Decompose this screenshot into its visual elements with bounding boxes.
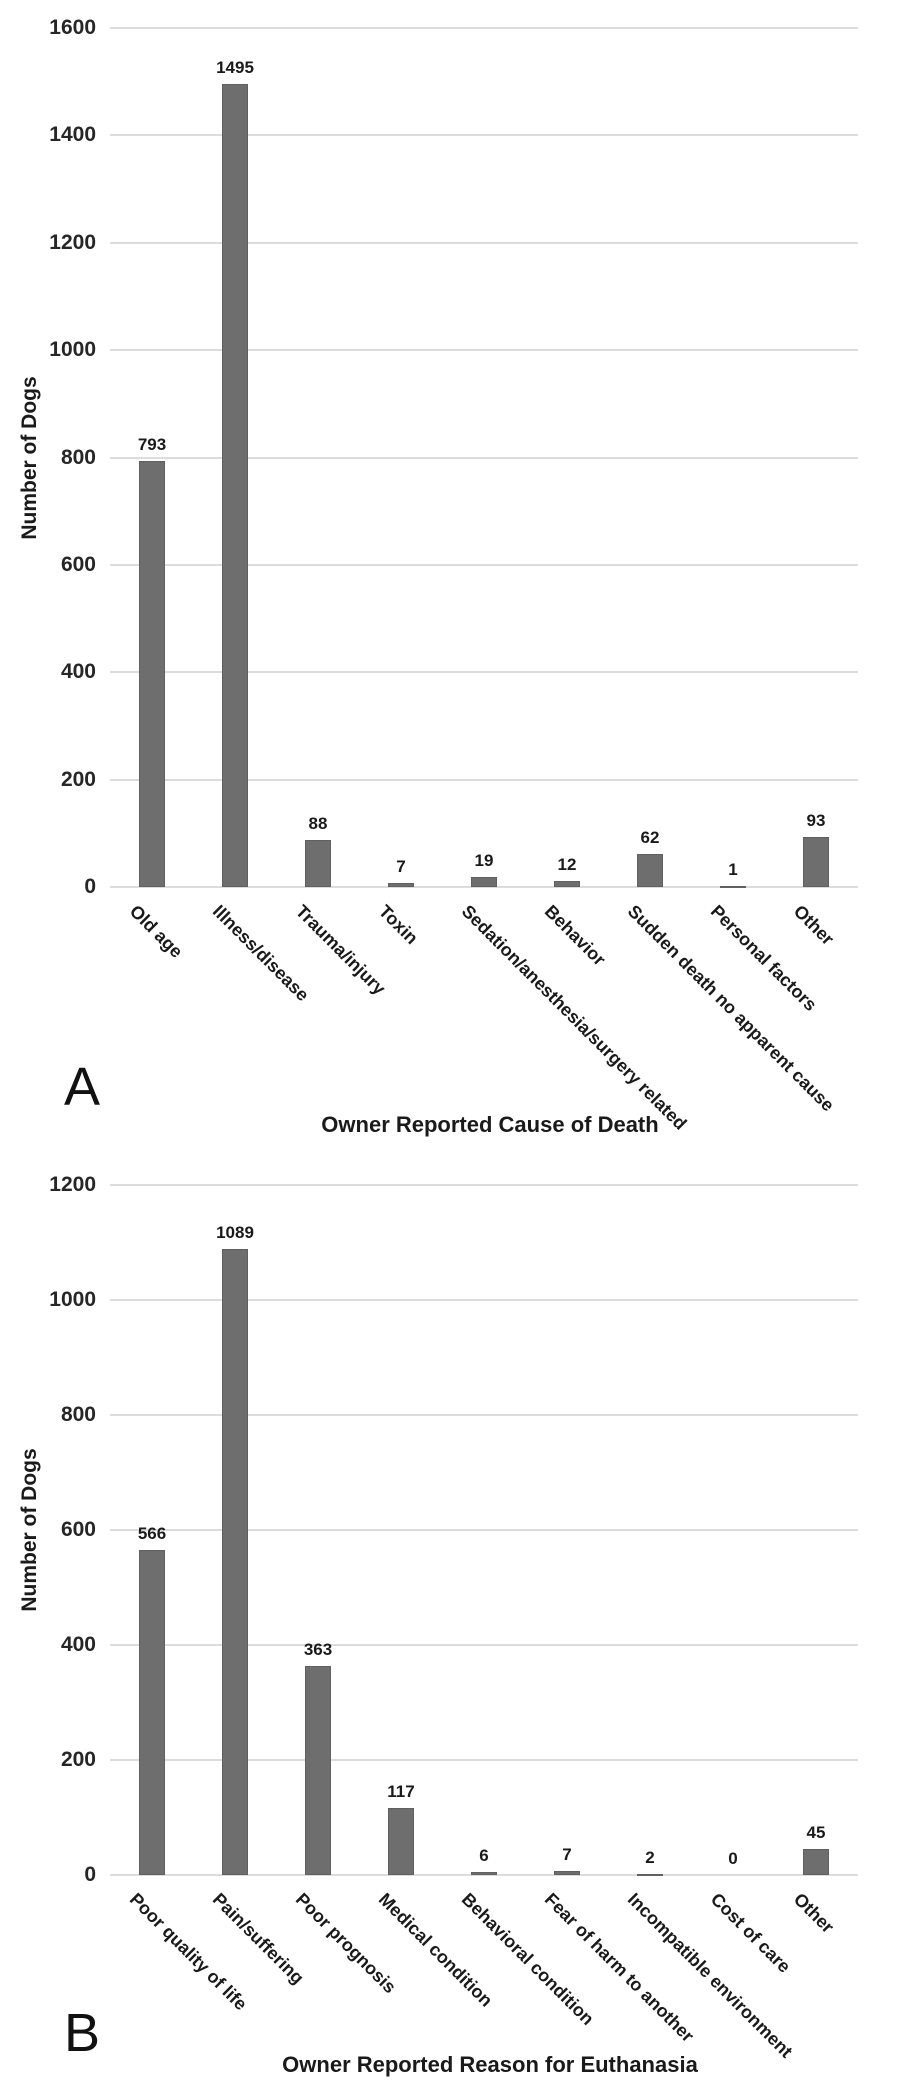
y-tick-label-0: 0	[84, 1863, 96, 1886]
value-label-poor-prognosis: 363	[303, 1640, 333, 1659]
bar-toxin	[388, 883, 414, 887]
category-label-fear-of-harm-to-another: Fear of harm to another	[540, 1889, 698, 2046]
y-tick-label-600: 600	[60, 1518, 96, 1541]
y-tick-label-800: 800	[60, 446, 96, 469]
gridline-800	[110, 1414, 858, 1416]
bar-sudden-death-no-apparent-cause	[637, 854, 663, 887]
bar-medical-condition	[388, 1808, 414, 1875]
bar-pain-suffering	[222, 1249, 248, 1875]
y-tick-label-1200: 1200	[49, 1173, 96, 1196]
gridline-600	[110, 564, 858, 566]
bar-old-age	[139, 461, 165, 887]
category-label-toxin: Toxin	[374, 901, 423, 949]
panel-letter-a: A	[64, 1057, 101, 1117]
y-tick-label-400: 400	[60, 660, 96, 683]
value-label-old-age: 793	[137, 435, 167, 454]
category-label-old-age: Old age	[125, 901, 187, 962]
x-axis-title-b: Owner Reported Reason for Euthanasia	[282, 2052, 698, 2077]
value-label-toxin: 7	[396, 857, 406, 876]
panel-letter-b: B	[64, 2003, 101, 2063]
value-label-incompatible-environment: 2	[645, 1848, 655, 1867]
value-label-medical-condition: 117	[387, 1782, 415, 1801]
bar-sedation-anesthesia-surgery-related	[471, 877, 497, 887]
y-tick-label-400: 400	[60, 1633, 96, 1656]
y-tick-label-800: 800	[60, 1403, 96, 1426]
gridline-1400	[110, 134, 858, 136]
gridline-0	[110, 886, 858, 888]
gridline-400	[110, 671, 858, 673]
category-label-incompatible-environment: Incompatible environment	[623, 1889, 797, 2062]
gridline-0	[110, 1874, 858, 1876]
category-label-other: Other	[789, 901, 838, 950]
gridline-200	[110, 779, 858, 781]
bar-other	[803, 837, 829, 887]
bar-other	[803, 1849, 829, 1875]
value-label-illness-disease: 1495	[216, 58, 254, 77]
value-label-trauma-injury: 88	[308, 814, 328, 833]
y-tick-label-200: 200	[60, 1748, 96, 1771]
gridline-800	[110, 457, 858, 459]
gridline-1000	[110, 1299, 858, 1301]
gridline-1000	[110, 349, 858, 351]
value-label-poor-quality-of-life: 566	[137, 1524, 167, 1543]
bar-poor-quality-of-life	[139, 1550, 165, 1875]
value-label-fear-of-harm-to-another: 7	[562, 1845, 572, 1864]
bar-behavioral-condition	[471, 1872, 497, 1875]
y-tick-label-0: 0	[84, 875, 96, 898]
bar-personal-factors	[720, 886, 746, 888]
y-tick-label-1000: 1000	[49, 1288, 96, 1311]
value-label-cost-of-care: 0	[728, 1849, 738, 1868]
y-tick-label-200: 200	[60, 768, 96, 791]
gridline-200	[110, 1759, 858, 1761]
bar-illness-disease	[222, 84, 248, 887]
value-label-pain-suffering: 1089	[216, 1223, 254, 1242]
gridline-1600	[110, 27, 858, 29]
value-label-personal-factors: 1	[728, 860, 738, 879]
bar-incompatible-environment	[637, 1874, 663, 1876]
value-label-other: 45	[806, 1823, 826, 1842]
bar-behavior	[554, 881, 580, 887]
gridline-1200	[110, 1184, 858, 1186]
value-label-sedation-anesthesia-surgery-related: 19	[474, 851, 494, 870]
category-label-cost-of-care: Cost of care	[706, 1889, 795, 1977]
gridline-1200	[110, 242, 858, 244]
category-label-other: Other	[789, 1889, 838, 1938]
x-axis-title-a: Owner Reported Cause of Death	[321, 1112, 659, 1137]
bar-poor-prognosis	[305, 1666, 331, 1875]
category-label-behavior: Behavior	[540, 901, 610, 970]
gridline-600	[110, 1529, 858, 1531]
bar-fear-of-harm-to-another	[554, 1871, 580, 1875]
y-tick-label-1200: 1200	[49, 231, 96, 254]
gridline-400	[110, 1644, 858, 1646]
value-label-other: 93	[806, 811, 826, 830]
bar-trauma-injury	[305, 840, 331, 887]
value-label-behavioral-condition: 6	[479, 1846, 489, 1865]
value-label-sudden-death-no-apparent-cause: 62	[640, 828, 660, 847]
y-tick-label-1400: 1400	[49, 123, 96, 146]
y-tick-label-600: 600	[60, 553, 96, 576]
y-tick-label-1600: 1600	[49, 16, 96, 39]
value-label-behavior: 12	[557, 855, 577, 874]
y-tick-label-1000: 1000	[49, 338, 96, 361]
